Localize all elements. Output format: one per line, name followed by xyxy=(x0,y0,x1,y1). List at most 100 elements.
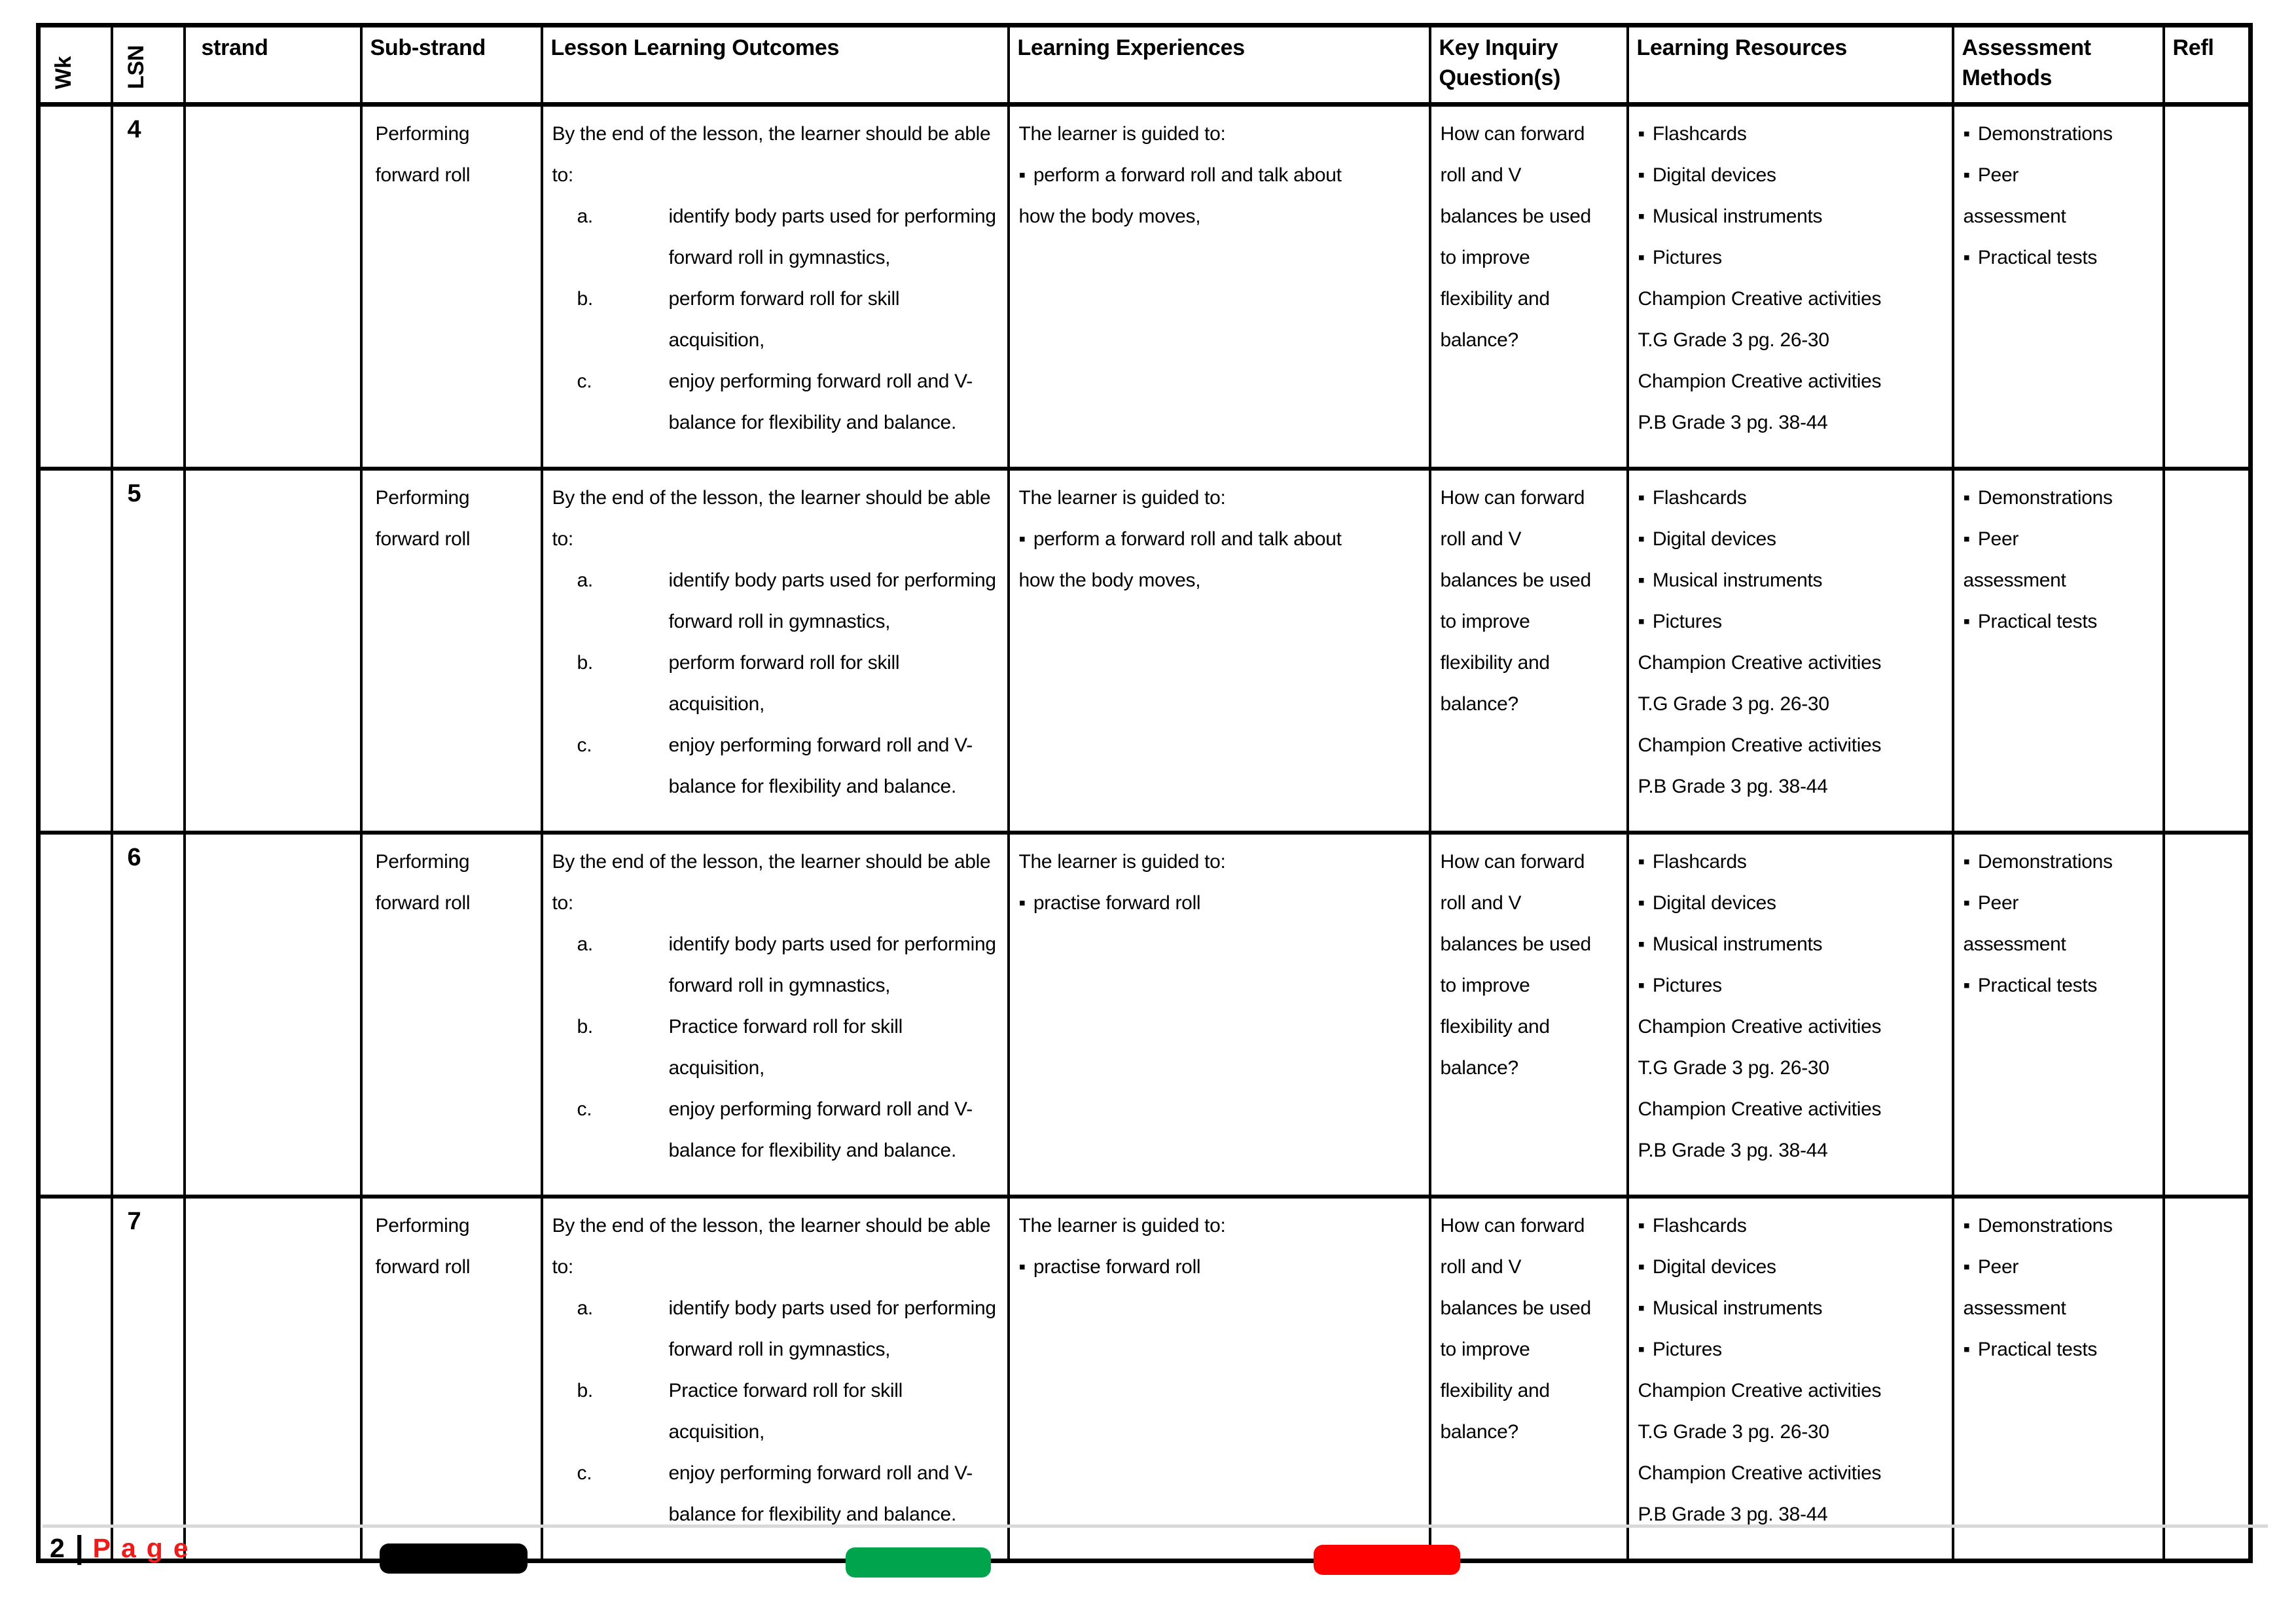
cell-assessment: ▪ Demonstrations ▪ Peer assessment ▪ Practi… xyxy=(1951,831,2165,1198)
cell-inquiry: How can forward roll and V balances be u… xyxy=(1428,467,1629,834)
inquiry-text: How can forward roll and V balances be u… xyxy=(1440,487,1592,715)
footer-divider-rule xyxy=(43,1525,2268,1528)
header-lsn: LSN xyxy=(110,24,186,107)
square-bullet-icon: ▪ xyxy=(1963,1215,1971,1236)
cell-resources: ▪ Flashcards ▪ Digital devices ▪ Musical in… xyxy=(1626,1195,1954,1562)
outcome-item: b. perform forward roll for skill acquisi… xyxy=(552,278,998,361)
cell-experiences: The learner is guided to: ▪ practise forw… xyxy=(1007,831,1431,1198)
header-sub-strand: Sub-strand xyxy=(359,24,543,107)
header-wk-label: Wk xyxy=(51,56,76,89)
cell-assessment: ▪ Demonstrations ▪ Peer assessment ▪ Practi… xyxy=(1951,467,2165,834)
resource-text: Flashcards xyxy=(1652,851,1747,873)
square-bullet-icon: ▪ xyxy=(1638,933,1645,955)
outcome-item: b. Practice forward roll for skill acquis… xyxy=(552,1006,998,1089)
resource-reference: Champion Creative activities T.G Grade 3… xyxy=(1638,652,1882,715)
page-number-separator: | xyxy=(75,1530,84,1565)
resource-reference: Champion Creative activities P.B Grade 3… xyxy=(1638,1098,1882,1161)
resource-bullet-line: ▪ Musical instruments xyxy=(1638,924,1915,965)
cell-experiences: The learner is guided to: ▪ perform a for… xyxy=(1007,103,1431,470)
cell-lsn: 7 xyxy=(110,1195,186,1562)
cell-sub-strand: Performing forward roll xyxy=(359,831,543,1198)
header-row: Wk LSN strand Sub-strand Lesson Learning… xyxy=(37,24,2252,107)
assessment-bullet-line: ▪ Peer assessment xyxy=(1964,1246,2117,1329)
resource-text: Musical instruments xyxy=(1652,569,1823,591)
experiences-intro: The learner is guided to: xyxy=(1018,1215,1226,1236)
cell-lsn: 5 xyxy=(110,467,186,834)
assessment-text: Peer assessment xyxy=(1963,528,2066,591)
page-word: Page xyxy=(92,1533,199,1563)
assessment-text: Practical tests xyxy=(1977,975,2098,996)
cell-outcomes: By the end of the lesson, the learner sh… xyxy=(540,467,1010,834)
cell-wk xyxy=(37,103,113,470)
resource-text: Flashcards xyxy=(1652,123,1747,145)
outcome-label: c. xyxy=(577,1098,592,1120)
outcome-item: b. Practice forward roll for skill acquis… xyxy=(552,1370,998,1453)
header-strand: strand xyxy=(183,24,363,107)
cell-wk xyxy=(37,1195,113,1562)
resource-text: Digital devices xyxy=(1652,528,1776,550)
resource-text: Musical instruments xyxy=(1652,206,1823,227)
cell-resources: ▪ Flashcards ▪ Digital devices ▪ Musical in… xyxy=(1626,103,1954,470)
resource-text: Digital devices xyxy=(1652,1256,1776,1278)
assessment-text: Peer assessment xyxy=(1963,892,2066,955)
cell-strand xyxy=(183,1195,363,1562)
header-inquiry: Key Inquiry Question(s) xyxy=(1428,24,1629,107)
square-bullet-icon: ▪ xyxy=(1963,123,1971,145)
header-resources: Learning Resources xyxy=(1626,24,1954,107)
sub-strand-value: Performing forward roll xyxy=(375,487,471,550)
assessment-text: Demonstrations xyxy=(1977,1215,2113,1236)
table-row-lesson-6: 6 Performing forward roll By the end of … xyxy=(37,831,2252,1198)
square-bullet-icon: ▪ xyxy=(1638,206,1645,227)
resource-bullet-line: ▪ Musical instruments xyxy=(1638,1288,1915,1329)
outcome-item: a. identify body parts used for performin… xyxy=(552,1288,998,1370)
outcome-label: a. xyxy=(577,206,594,227)
cell-refl xyxy=(2162,831,2252,1198)
cell-refl xyxy=(2162,467,2252,834)
resource-bullet-line: ▪ Pictures xyxy=(1638,1329,1915,1370)
square-bullet-icon: ▪ xyxy=(1018,528,1026,550)
outcome-text: identify body parts used for performing … xyxy=(668,933,997,996)
square-bullet-icon: ▪ xyxy=(1638,611,1645,632)
square-bullet-icon: ▪ xyxy=(1638,1297,1645,1319)
lesson-number: 4 xyxy=(127,116,141,143)
outcome-label: b. xyxy=(577,1016,594,1038)
assessment-bullet-line: ▪ Peer assessment xyxy=(1964,154,2117,237)
square-bullet-icon: ▪ xyxy=(1638,164,1645,186)
experiences-intro: The learner is guided to: xyxy=(1018,851,1226,873)
cell-outcomes: By the end of the lesson, the learner sh… xyxy=(540,1195,1010,1562)
resource-text: Musical instruments xyxy=(1652,1297,1823,1319)
square-bullet-icon: ▪ xyxy=(1963,1256,1971,1278)
cell-strand xyxy=(183,467,363,834)
outcome-item: a. identify body parts used for performin… xyxy=(552,924,998,1006)
cell-wk xyxy=(37,467,113,834)
assessment-bullet-line: ▪ Practical tests xyxy=(1964,237,2117,278)
table-row-lesson-7: 7 Performing forward roll By the end of … xyxy=(37,1195,2252,1562)
footer-red-bar xyxy=(1314,1545,1460,1575)
resource-text: Digital devices xyxy=(1652,892,1776,914)
inquiry-text: How can forward roll and V balances be u… xyxy=(1440,123,1592,351)
assessment-text: Peer assessment xyxy=(1963,164,2066,227)
cell-experiences: The learner is guided to: ▪ practise forw… xyxy=(1007,1195,1431,1562)
outcome-text: Practice forward roll for skill acquisit… xyxy=(668,1380,903,1443)
square-bullet-icon: ▪ xyxy=(1963,247,1971,268)
resource-reference: Champion Creative activities T.G Grade 3… xyxy=(1638,288,1882,351)
square-bullet-icon: ▪ xyxy=(1963,892,1971,914)
resource-reference: Champion Creative activities P.B Grade 3… xyxy=(1638,370,1882,433)
square-bullet-icon: ▪ xyxy=(1018,892,1026,914)
outcome-item: c. enjoy performing forward roll and V-ba… xyxy=(552,725,998,807)
cell-outcomes: By the end of the lesson, the learner sh… xyxy=(540,831,1010,1198)
outcome-label: b. xyxy=(577,652,594,674)
outcome-text: perform forward roll for skill acquisiti… xyxy=(668,652,900,715)
cell-refl xyxy=(2162,103,2252,470)
header-wk: Wk xyxy=(37,24,113,107)
outcome-item: c. enjoy performing forward roll and V-ba… xyxy=(552,1453,998,1535)
resource-text: Pictures xyxy=(1652,975,1722,996)
outcome-text: enjoy performing forward roll and V-bala… xyxy=(668,370,973,433)
experience-text: practise forward roll xyxy=(1033,1256,1201,1278)
outcomes-intro: By the end of the lesson, the learner sh… xyxy=(552,1215,991,1278)
cell-strand xyxy=(183,103,363,470)
assessment-text: Practical tests xyxy=(1977,247,2098,268)
square-bullet-icon: ▪ xyxy=(1963,164,1971,186)
experience-text: practise forward roll xyxy=(1033,892,1201,914)
